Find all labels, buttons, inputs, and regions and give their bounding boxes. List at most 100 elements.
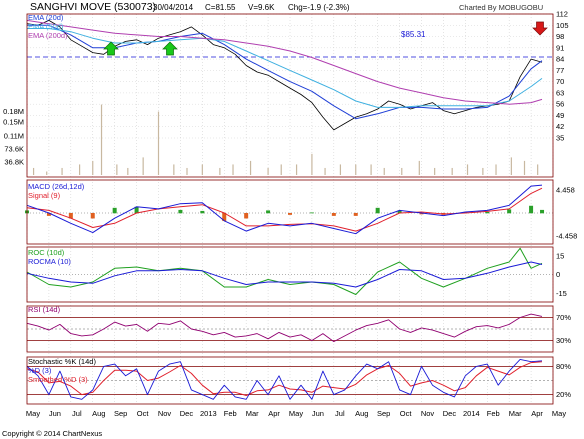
legend-stoch-d: %D (3) bbox=[28, 366, 52, 375]
price-tick-label: 63 bbox=[556, 88, 564, 97]
volume-bar bbox=[219, 167, 221, 175]
legend-rsi: RSI (14d) bbox=[28, 305, 61, 314]
chart-title: SANGHVI MOVE (530073) bbox=[30, 1, 156, 13]
rocma-line bbox=[26, 261, 543, 288]
roc-tick-label: 0 bbox=[556, 270, 560, 279]
roc-tick-label: -15 bbox=[556, 289, 567, 298]
header-close: C=81.55 bbox=[205, 3, 236, 12]
x-axis-label: Feb bbox=[224, 409, 237, 418]
price-tick-label: 98 bbox=[556, 32, 564, 41]
volume-bar bbox=[142, 157, 144, 175]
macd-histogram-bar bbox=[375, 207, 380, 214]
x-axis-label: 2013 bbox=[200, 409, 217, 418]
macd-histogram-bar bbox=[353, 213, 358, 216]
legend-signal: Signal (9) bbox=[28, 191, 61, 200]
macd-histogram-bar bbox=[540, 209, 545, 214]
ema50-line bbox=[27, 28, 543, 108]
volume-bar bbox=[510, 157, 512, 175]
x-axis-label: Sep bbox=[377, 409, 390, 418]
x-axis-label: Oct bbox=[400, 409, 413, 418]
stoch-tick-label: 20% bbox=[556, 390, 571, 399]
legend-rocma: ROCMA (10) bbox=[28, 257, 71, 266]
price-tick-label: 42 bbox=[556, 122, 564, 131]
price-tick-label: 77 bbox=[556, 66, 564, 75]
legend-ema20: EMA (20d) bbox=[28, 13, 64, 22]
macd-histogram-bar bbox=[200, 210, 205, 214]
x-axis-label: Oct bbox=[137, 409, 150, 418]
volume-tick-label: 0.18M bbox=[3, 107, 24, 116]
volume-bar bbox=[401, 167, 403, 175]
roc-line bbox=[26, 247, 543, 295]
volume-bar bbox=[201, 164, 203, 175]
roc-tick-label: 15 bbox=[556, 251, 564, 260]
price-tick-label: 105 bbox=[556, 21, 569, 30]
volume-bar bbox=[495, 164, 497, 175]
x-axis-label: May bbox=[26, 409, 40, 418]
macd-histogram-bar bbox=[90, 213, 95, 219]
stoch-tick-label: 80% bbox=[556, 362, 571, 371]
volume-bar bbox=[249, 160, 252, 175]
volume-bar bbox=[418, 160, 420, 175]
volume-tick-label: 73.6K bbox=[4, 145, 24, 154]
macd-histogram-bar bbox=[134, 206, 139, 214]
price-tick-label: 84 bbox=[556, 55, 564, 64]
legend-stoch-smoothed: Smoothed %D (3) bbox=[28, 375, 88, 384]
x-axis-label: Apr bbox=[531, 409, 543, 418]
volume-bar bbox=[267, 167, 269, 175]
arrow-down-icon bbox=[532, 21, 548, 36]
stoch-k-line bbox=[26, 358, 543, 400]
volume-bar bbox=[100, 104, 103, 175]
volume-bar bbox=[451, 167, 453, 175]
volume-bar bbox=[324, 167, 326, 175]
volume-bar bbox=[46, 171, 48, 175]
price-level-label: $85.31 bbox=[401, 30, 426, 39]
arrow-up-icon bbox=[162, 41, 178, 56]
x-axis-label: Aug bbox=[355, 409, 368, 418]
price-volume-panel bbox=[26, 13, 554, 178]
price-tick-label: 49 bbox=[556, 111, 564, 120]
x-axis-label: Apr bbox=[268, 409, 280, 418]
volume-bar bbox=[383, 167, 385, 175]
macd-tick-label: -4.458 bbox=[556, 232, 577, 241]
x-axis-label: Jun bbox=[312, 409, 324, 418]
price-legend: EMA (20d) EMA (50d) EMA (200d) bbox=[28, 13, 68, 40]
x-axis-label: Dec bbox=[180, 409, 194, 418]
volume-tick-label: 0.15M bbox=[3, 118, 24, 127]
roc-panel bbox=[26, 246, 554, 303]
volume-bar bbox=[434, 167, 436, 175]
macd-tick-label: 4.458 bbox=[556, 185, 575, 194]
volume-bar bbox=[370, 164, 372, 175]
x-axis-label: 2014 bbox=[463, 409, 480, 418]
copyright: Copyright © 2014 ChartNexus bbox=[2, 429, 102, 438]
volume-bar bbox=[537, 164, 539, 175]
x-axis-label: May bbox=[289, 409, 303, 418]
x-axis-label: Jul bbox=[72, 409, 82, 418]
macd-histogram-bar bbox=[419, 213, 424, 215]
x-axis-label: Feb bbox=[487, 409, 500, 418]
macd-histogram-bar bbox=[266, 210, 271, 214]
price-tick-label: 56 bbox=[556, 100, 564, 109]
volume-tick-label: 36.8K bbox=[4, 158, 24, 167]
x-axis-label: Jul bbox=[335, 409, 345, 418]
legend-ema50: EMA (50d) bbox=[28, 22, 64, 31]
macd-histogram-bar bbox=[507, 209, 512, 214]
x-axis-label: Aug bbox=[92, 409, 105, 418]
macd-histogram-bar bbox=[112, 207, 117, 214]
macd-histogram-bar bbox=[244, 213, 249, 219]
volume-bar bbox=[32, 167, 35, 175]
price-line bbox=[26, 19, 543, 131]
x-axis-label: Sep bbox=[114, 409, 127, 418]
volume-bar bbox=[157, 111, 160, 175]
macd-histogram-bar bbox=[331, 213, 336, 216]
volume-bar bbox=[523, 160, 526, 175]
price-tick-label: 91 bbox=[556, 43, 564, 52]
header-date: 30/04/2014 bbox=[153, 3, 194, 12]
legend-macd: MACD (26d,12d) bbox=[28, 182, 85, 191]
chart-credit: Charted By MOBUGOBU bbox=[459, 3, 543, 12]
macd-histogram-bar bbox=[288, 213, 292, 215]
macd-histogram-bar bbox=[529, 205, 534, 214]
macd-line bbox=[26, 184, 543, 235]
rsi-tick-label: 70% bbox=[556, 313, 571, 322]
price-tick-label: 70 bbox=[556, 77, 564, 86]
